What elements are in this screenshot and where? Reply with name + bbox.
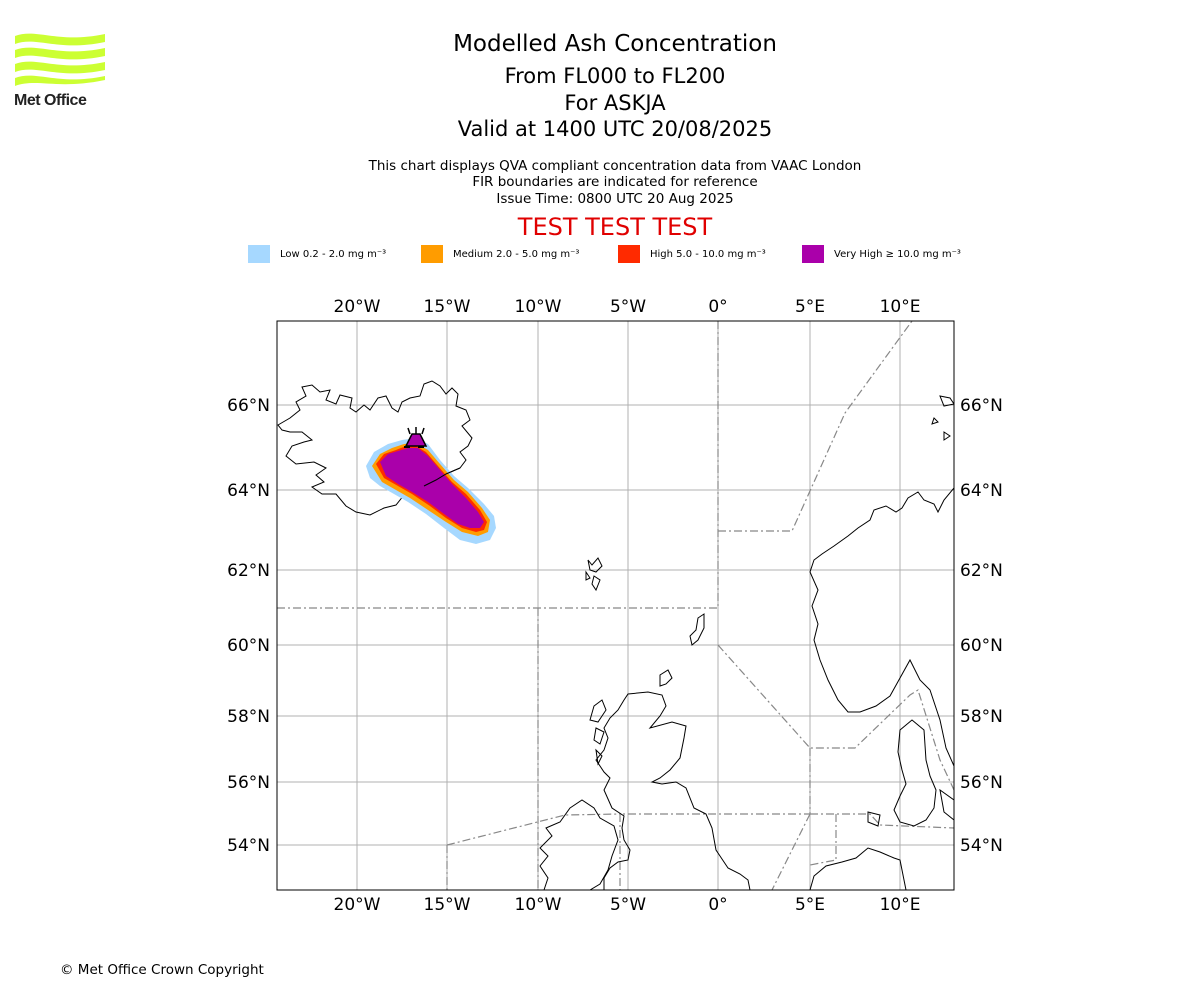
lat-label-left: 56°N bbox=[227, 773, 270, 793]
lat-labels-left: 66°N 64°N 62°N 60°N 58°N 56°N 54°N bbox=[227, 396, 270, 856]
lat-label-left: 62°N bbox=[227, 561, 270, 581]
lon-label-top: 10°W bbox=[515, 297, 562, 317]
copyright-notice: © Met Office Crown Copyright bbox=[60, 962, 264, 978]
lat-label-left: 64°N bbox=[227, 481, 270, 501]
ash-plume bbox=[366, 438, 496, 544]
lat-label-right: 64°N bbox=[960, 481, 1003, 501]
lon-labels-top: 20°W 15°W 10°W 5°W 0° 5°E 10°E bbox=[334, 297, 921, 317]
ash-plume-very-high bbox=[380, 448, 484, 528]
lat-labels-right: 66°N 64°N 62°N 60°N 58°N 56°N 54°N bbox=[960, 396, 1003, 856]
volcano-title: For ASKJA bbox=[564, 91, 666, 115]
legend-label-very-high: Very High ≥ 10.0 mg m⁻³ bbox=[834, 248, 961, 260]
iceland-coast bbox=[277, 380, 473, 516]
lon-label-top: 20°W bbox=[334, 297, 381, 317]
legend-label-medium: Medium 2.0 - 5.0 mg m⁻³ bbox=[453, 248, 580, 260]
great-britain-coast bbox=[595, 691, 751, 890]
met-office-wave-logo-icon bbox=[15, 33, 105, 86]
legend-swatch-medium bbox=[421, 245, 443, 263]
map-frame bbox=[276, 320, 955, 891]
lat-label-right: 66°N bbox=[960, 396, 1003, 416]
flight-levels-title: From FL000 to FL200 bbox=[504, 64, 726, 88]
lon-label-bottom: 5°E bbox=[795, 895, 825, 915]
legend-item-high: High 5.0 - 10.0 mg m⁻³ bbox=[618, 245, 766, 263]
volcano-icon bbox=[404, 427, 428, 448]
lon-label-bottom: 5°W bbox=[610, 895, 646, 915]
valid-time-title: Valid at 1400 UTC 20/08/2025 bbox=[457, 117, 773, 141]
test-banner: TEST TEST TEST bbox=[517, 213, 713, 241]
subtitle-qva: This chart displays QVA compliant concen… bbox=[368, 158, 862, 174]
lon-label-top: 5°W bbox=[610, 297, 646, 317]
met-office-logo-text: Met Office bbox=[14, 92, 87, 109]
lon-label-top: 15°W bbox=[424, 297, 471, 317]
lon-labels-bottom: 20°W 15°W 10°W 5°W 0° 5°E 10°E bbox=[334, 895, 921, 915]
legend-item-low: Low 0.2 - 2.0 mg m⁻³ bbox=[248, 245, 386, 263]
legend-item-very-high: Very High ≥ 10.0 mg m⁻³ bbox=[802, 245, 961, 263]
lon-label-top: 10°E bbox=[880, 297, 921, 317]
lat-label-left: 60°N bbox=[227, 636, 270, 656]
graticule bbox=[277, 321, 954, 890]
lat-label-left: 58°N bbox=[227, 707, 270, 727]
lat-label-left: 66°N bbox=[227, 396, 270, 416]
lon-label-bottom: 15°W bbox=[424, 895, 471, 915]
lat-label-right: 58°N bbox=[960, 707, 1003, 727]
lat-label-right: 54°N bbox=[960, 836, 1003, 856]
lon-label-top: 0° bbox=[708, 297, 727, 317]
denmark-coast bbox=[893, 719, 937, 827]
legend-label-high: High 5.0 - 10.0 mg m⁻³ bbox=[650, 248, 766, 260]
legend-swatch-very-high bbox=[802, 245, 824, 263]
lat-label-right: 62°N bbox=[960, 561, 1003, 581]
lon-label-bottom: 10°W bbox=[515, 895, 562, 915]
lon-label-bottom: 0° bbox=[708, 895, 727, 915]
legend-item-medium: Medium 2.0 - 5.0 mg m⁻³ bbox=[421, 245, 579, 263]
ireland-coast bbox=[539, 799, 619, 890]
lon-label-top: 5°E bbox=[795, 297, 825, 317]
norway-coast bbox=[809, 487, 954, 767]
fir-boundaries bbox=[277, 321, 954, 890]
lon-label-bottom: 10°E bbox=[880, 895, 921, 915]
lat-label-right: 56°N bbox=[960, 773, 1003, 793]
lon-label-bottom: 20°W bbox=[334, 895, 381, 915]
chart-title: Modelled Ash Concentration bbox=[453, 31, 777, 57]
legend-swatch-high bbox=[618, 245, 640, 263]
lat-label-left: 54°N bbox=[227, 836, 270, 856]
subtitle-fir: FIR boundaries are indicated for referen… bbox=[472, 174, 758, 190]
legend-label-low: Low 0.2 - 2.0 mg m⁻³ bbox=[280, 248, 387, 260]
legend-swatch-low bbox=[248, 245, 270, 263]
subtitle-issue-time: Issue Time: 0800 UTC 20 Aug 2025 bbox=[496, 191, 734, 207]
lat-label-right: 60°N bbox=[960, 636, 1003, 656]
coastlines bbox=[277, 380, 954, 890]
met-office-logo bbox=[15, 33, 105, 86]
